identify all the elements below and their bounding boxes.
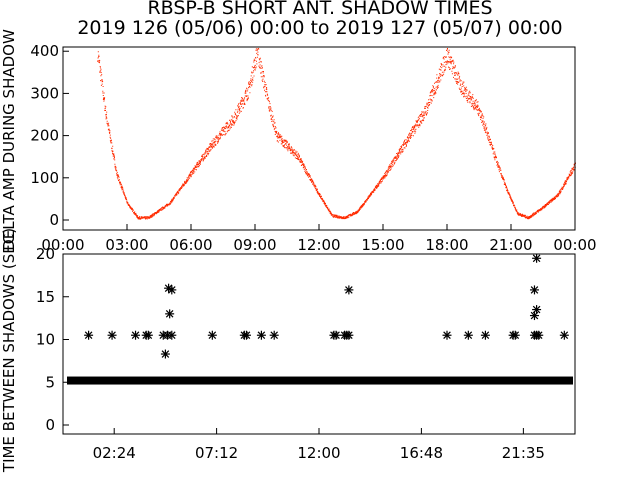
interval-baseline-series: [67, 376, 573, 385]
amp-y-tick-label: 300: [30, 84, 59, 102]
interval-marker: [207, 330, 217, 340]
interval-x-axis: 02:24 07:12 12:00 16:48 21:35: [93, 428, 545, 462]
amp-x-tick-label: 06:00: [169, 236, 212, 254]
interval-y-tick-label: 5: [45, 373, 55, 391]
interval-y-axis: 0 5 10 15 20: [36, 245, 69, 434]
interval-marker: [331, 330, 341, 340]
amp-y-tick-label: 400: [30, 42, 59, 60]
interval-marker-series: [84, 253, 569, 359]
amp-y-tick-label: 0: [49, 211, 59, 229]
interval-marker: [269, 330, 279, 340]
interval-x-tick-label: 21:35: [502, 444, 545, 462]
interval-y-axis-label: TIME BETWEEN SHADOWS (SEC): [0, 228, 18, 473]
interval-marker: [164, 283, 174, 293]
amp-x-tick-label: 21:00: [489, 236, 532, 254]
amp-y-axis-label: DELTA AMP DURING SHADOW: [0, 29, 18, 251]
amp-trace-series: [97, 46, 576, 220]
amp-trace-points: [97, 46, 576, 220]
amp-plot-frame: [62, 46, 576, 231]
interval-marker: [532, 253, 542, 263]
interval-marker: [143, 330, 153, 340]
interval-baseline-band: [67, 376, 573, 385]
interval-marker: [510, 330, 520, 340]
interval-x-tick-label: 07:12: [195, 444, 238, 462]
interval-marker: [529, 285, 539, 295]
chart-title-line1: RBSP-B SHORT ANT. SHADOW TIMES: [147, 0, 492, 19]
interval-y-tick-label: 10: [36, 331, 55, 349]
interval-x-tick-label: 02:24: [93, 444, 136, 462]
interval-plot-frame: [62, 253, 576, 435]
amp-x-tick-label: 12:00: [297, 236, 340, 254]
interval-marker: [84, 330, 94, 340]
amp-x-tick-label: 00:00: [553, 236, 596, 254]
amp-panel: 0 100 200 300 400 00:00 03:00 06:00 09:00 12:00 1…: [0, 29, 597, 254]
amp-x-tick-label: 00:00: [41, 236, 84, 254]
interval-y-tick-label: 0: [45, 416, 55, 434]
interval-y-tick-label: 20: [36, 245, 55, 263]
interval-x-tick-label: 16:48: [400, 444, 443, 462]
interval-marker: [165, 309, 175, 319]
interval-marker: [463, 330, 473, 340]
amp-y-tick-label: 100: [30, 169, 59, 187]
interval-marker: [107, 330, 117, 340]
amp-x-axis: 00:00 03:00 06:00 09:00 12:00 15:00 18:00 21:00…: [41, 224, 597, 254]
chart-title-line2: 2019 126 (05/06) 00:00 to 2019 127 (05/0…: [77, 17, 562, 39]
interval-x-tick-label: 12:00: [297, 444, 340, 462]
interval-marker: [131, 330, 141, 340]
interval-marker: [256, 330, 266, 340]
interval-marker: [241, 330, 251, 340]
interval-marker: [344, 285, 354, 295]
interval-y-tick-label: 15: [36, 288, 55, 306]
interval-marker: [534, 330, 544, 340]
amp-x-tick-label: 18:00: [425, 236, 468, 254]
interval-marker: [480, 330, 490, 340]
interval-marker: [532, 305, 542, 315]
interval-marker: [442, 330, 452, 340]
interval-marker: [344, 330, 354, 340]
amp-y-axis: 0 100 200 300 400: [30, 42, 69, 229]
amp-y-tick-label: 200: [30, 127, 59, 145]
amp-x-tick-label: 15:00: [361, 236, 404, 254]
interval-marker: [167, 330, 177, 340]
interval-marker: [160, 349, 170, 359]
amp-x-tick-label: 09:00: [233, 236, 276, 254]
shadow-interval-panel: 0 5 10 15 20 02:24 07:12 12:00 16:48 21:35 TIME …: [0, 228, 576, 473]
interval-marker: [559, 330, 569, 340]
amp-x-tick-label: 03:00: [105, 236, 148, 254]
